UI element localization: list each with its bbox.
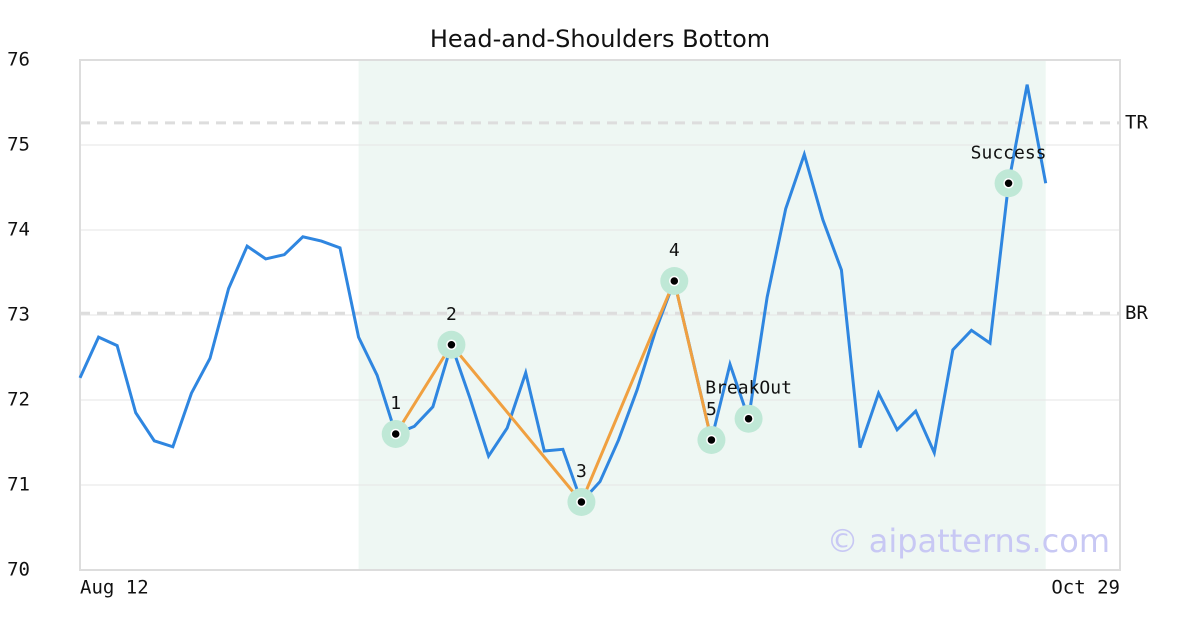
level-label: BR	[1125, 302, 1148, 324]
marker-label: Success	[971, 142, 1047, 163]
x-tick-label: Oct 29	[1051, 577, 1120, 599]
watermark: © aipatterns.com	[827, 522, 1110, 560]
y-tick-label: 71	[7, 474, 30, 496]
y-tick-label: 73	[7, 304, 30, 326]
marker-dot	[576, 496, 587, 508]
marker-label: 2	[446, 304, 457, 325]
marker-dot	[446, 339, 457, 350]
marker-dot	[390, 428, 401, 440]
plot-frame	[79, 59, 1121, 571]
x-tick-label: Aug 12	[80, 577, 149, 599]
marker-dot	[706, 434, 717, 446]
y-tick-label: 70	[7, 559, 30, 581]
marker-label: 4	[669, 240, 680, 261]
marker-label: 5	[706, 399, 717, 420]
marker-dot	[743, 413, 754, 424]
level-label: TR	[1125, 111, 1148, 133]
chart-title: Head-and-Shoulders Bottom	[430, 25, 770, 53]
marker-label: 1	[390, 393, 401, 414]
marker-dot	[1003, 178, 1014, 189]
marker-label: BreakOut	[705, 378, 792, 399]
y-tick-label: 72	[7, 389, 30, 411]
marker-label: 3	[576, 461, 587, 482]
marker-dot	[669, 275, 680, 287]
y-tick-label: 76	[7, 49, 30, 71]
y-tick-label: 74	[7, 219, 30, 241]
price-line	[78, 84, 1048, 505]
y-tick-label: 75	[7, 134, 30, 156]
